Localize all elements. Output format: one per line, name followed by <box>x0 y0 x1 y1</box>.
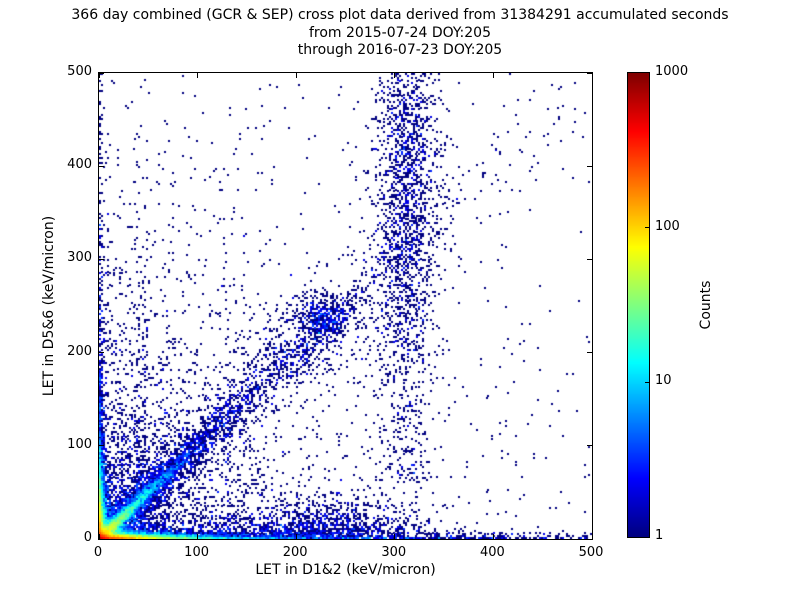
tick-mark <box>197 534 199 539</box>
x-tick-label: 400 <box>479 545 505 560</box>
colorbar <box>627 72 650 538</box>
colorbar-tick-mark <box>645 227 649 229</box>
tick-mark <box>99 258 104 260</box>
tick-mark <box>99 165 104 167</box>
y-tick-label: 300 <box>67 250 92 266</box>
tick-mark <box>99 352 104 354</box>
tick-mark <box>587 445 592 447</box>
tick-mark <box>587 165 592 167</box>
tick-mark <box>295 534 297 539</box>
tick-mark <box>394 534 396 539</box>
colorbar-tick-label: 1 <box>655 528 664 543</box>
tick-mark <box>98 534 100 539</box>
y-tick-label: 0 <box>83 530 92 545</box>
colorbar-gradient-canvas <box>628 73 649 537</box>
x-tick-label: 500 <box>578 545 604 560</box>
tick-mark <box>295 73 297 78</box>
tick-mark <box>99 72 104 74</box>
tick-mark <box>99 445 104 447</box>
tick-mark <box>492 534 494 539</box>
y-tick-label: 200 <box>67 343 92 359</box>
x-tick-label: 100 <box>184 545 209 560</box>
tick-mark <box>587 258 592 260</box>
y-tick-label: 100 <box>67 436 92 452</box>
tick-mark <box>492 73 494 78</box>
colorbar-tick-mark <box>645 381 649 383</box>
tick-mark <box>99 538 104 540</box>
plot-area <box>98 72 593 540</box>
tick-mark <box>591 534 593 539</box>
tick-mark <box>394 73 396 78</box>
title-line-3: through 2016-07-23 DOY:205 <box>297 42 503 58</box>
x-axis-label: LET in D1&2 (keV/micron) <box>255 562 436 578</box>
y-tick-label: 400 <box>67 157 92 173</box>
tick-mark <box>587 352 592 354</box>
x-tick-label: 300 <box>381 545 407 560</box>
scatter-density-canvas <box>99 73 592 539</box>
colorbar-tick-label: 10 <box>655 373 672 389</box>
tick-mark <box>591 73 593 78</box>
tick-mark <box>197 73 199 78</box>
tick-mark <box>587 72 592 74</box>
title-line-1: 366 day combined (GCR & SEP) cross plot … <box>71 7 729 23</box>
title-line-2: from 2015-07-24 DOY:205 <box>308 24 491 41</box>
colorbar-tick-label: 100 <box>655 218 680 234</box>
y-axis-label: LET in D5&6 (keV/micron) <box>41 215 57 397</box>
tick-mark <box>98 73 100 78</box>
figure-title: 366 day combined (GCR & SEP) cross plot … <box>0 7 800 60</box>
tick-mark <box>587 538 592 540</box>
colorbar-label: Counts <box>698 280 714 330</box>
x-tick-label: 0 <box>93 545 103 560</box>
colorbar-tick-label: 1000 <box>655 64 689 79</box>
x-tick-label: 200 <box>282 545 308 560</box>
y-tick-label: 500 <box>67 64 92 79</box>
